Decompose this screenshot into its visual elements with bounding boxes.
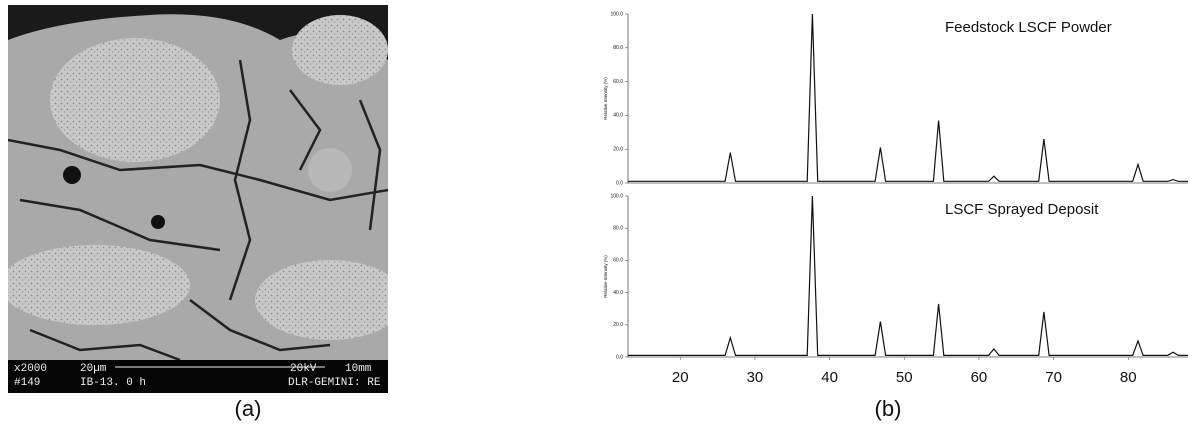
y-tick-label: 40.0 <box>613 113 623 119</box>
sem-particle <box>255 260 388 340</box>
sem-void <box>8 5 388 60</box>
y-tick-label: 80.0 <box>613 226 623 232</box>
chart-title: Feedstock LSCF Powder <box>945 19 1112 36</box>
y-tick-label: 0.0 <box>616 354 623 360</box>
y-tick-label: 20.0 <box>613 147 623 153</box>
y-axis-label: Relative Intensity (%) <box>603 77 608 120</box>
y-tick-label: 100.0 <box>610 193 623 199</box>
y-axis-label: Relative Intensity (%) <box>603 255 608 298</box>
sem-particle <box>8 245 190 325</box>
y-tick-label: 100.0 <box>610 11 623 17</box>
y-tick-label: 40.0 <box>613 290 623 296</box>
y-tick-label: 80.0 <box>613 45 623 51</box>
xrd-line <box>628 195 1188 356</box>
panel-label: (a) <box>235 396 262 421</box>
sem-id: #149 <box>14 377 40 389</box>
sem-sample: IB-13. 0 h <box>80 377 146 389</box>
sem-cracks <box>8 59 388 362</box>
y-tick-label: 60.0 <box>613 258 623 264</box>
sem-particle <box>292 15 388 85</box>
x-tick-label: 80 <box>1120 369 1137 386</box>
x-tick-label: 20 <box>672 369 689 386</box>
sem-scale: 20µm <box>80 363 107 375</box>
x-tick-label: 40 <box>821 369 838 386</box>
x-tick-label: 30 <box>747 369 764 386</box>
xrd-line <box>628 13 1188 182</box>
sem-particle <box>50 38 220 162</box>
y-tick-label: 60.0 <box>613 79 623 85</box>
sem-databar <box>8 360 388 393</box>
x-tick-label: 50 <box>896 369 913 386</box>
sem-voltage: 20kV <box>290 363 317 375</box>
sem-pore <box>63 166 81 184</box>
sem-pore <box>151 215 165 229</box>
sem-magnification: x2000 <box>14 363 47 375</box>
chart-title: LSCF Sprayed Deposit <box>945 201 1099 218</box>
panel-label: (b) <box>875 396 902 421</box>
sem-distance: 10mm <box>345 363 372 375</box>
y-tick-label: 20.0 <box>613 322 623 328</box>
x-tick-label: 60 <box>971 369 988 386</box>
y-tick-label: 0.0 <box>616 180 623 186</box>
x-tick-label: 70 <box>1045 369 1062 386</box>
sem-grain <box>308 148 352 192</box>
sem-image: x2000 20µm 20kV 10mm #149 IB-13. 0 h DLR… <box>8 5 388 393</box>
sem-instrument: DLR-GEMINI: RE <box>288 377 381 389</box>
